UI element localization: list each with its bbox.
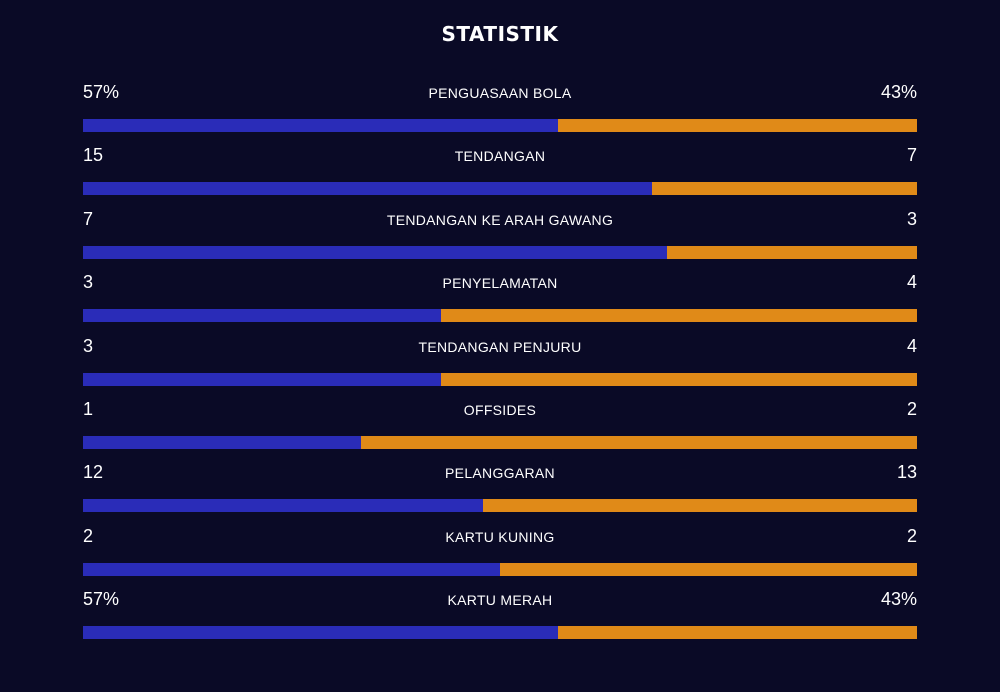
stat-label: TENDANGAN [454,148,546,165]
stat-row: PENYELAMATAN 3 4 [83,270,917,333]
stat-label: TENDANGAN PENJURU [418,338,582,355]
comparison-bar [83,435,917,449]
stat-row: OFFSIDES 1 2 [83,397,917,460]
away-bar-segment [440,372,917,386]
comparison-bar [83,309,917,323]
stat-header: OFFSIDES 1 2 [83,397,917,423]
stat-label: KARTU MERAH [447,592,553,609]
stat-header: PENYELAMATAN 3 4 [83,270,917,296]
comparison-bar [83,372,917,386]
home-value: 57% [83,82,120,102]
home-value: 2 [83,525,94,546]
stat-label: KARTU KUNING [445,528,555,545]
away-value: 2 [906,525,917,546]
away-value: 13 [896,462,917,483]
stat-row: KARTU MERAH 57% 43% [83,587,917,650]
away-bar-segment [500,562,917,576]
away-bar-segment [558,119,917,132]
away-value: 3 [906,208,917,229]
stat-row: PELANGGARAN 12 13 [83,460,917,523]
away-bar-segment [558,626,917,640]
home-bar-segment [83,626,559,640]
away-bar-segment [360,435,917,449]
comparison-bar [83,562,917,576]
stat-header: TENDANGAN 15 7 [83,143,917,169]
stat-row: TENDANGAN KE ARAH GAWANG 7 3 [83,207,917,270]
home-value: 57% [83,589,120,610]
home-bar-segment [83,309,441,323]
away-bar-segment [440,309,917,323]
comparison-bar [83,119,917,132]
away-bar-segment [666,245,917,259]
away-value: 4 [906,272,917,293]
home-value: 15 [83,145,104,166]
home-bar-segment [83,182,652,196]
home-bar-segment [83,435,361,449]
away-value: 4 [906,335,917,356]
home-bar-segment [83,245,667,259]
home-value: 3 [83,335,94,356]
comparison-bar [83,626,917,640]
comparison-bar [83,182,917,196]
away-bar-segment [651,182,917,196]
home-bar-segment [83,372,441,386]
stat-header: KARTU MERAH 57% 43% [83,587,917,613]
stat-label: PENGUASAAN BOLA [428,85,572,101]
away-value: 43% [880,82,917,102]
stat-row: TENDANGAN PENJURU 3 4 [83,334,917,397]
stat-label: TENDANGAN KE ARAH GAWANG [386,211,614,228]
home-bar-segment [83,499,484,513]
away-value: 43% [880,589,917,610]
comparison-bar [83,499,917,513]
stat-label: PELANGGARAN [445,465,555,482]
home-bar-segment [83,119,559,132]
stat-row: TENDANGAN 15 7 [83,143,917,206]
away-bar-segment [483,499,917,513]
home-value: 3 [83,272,94,293]
stat-header: TENDANGAN KE ARAH GAWANG 7 3 [83,207,917,233]
away-value: 7 [906,145,917,166]
stat-row: PENGUASAAN BOLA 57% 43% [83,80,917,143]
stat-header: PENGUASAAN BOLA 57% 43% [83,80,917,106]
stat-header: PELANGGARAN 12 13 [83,460,917,486]
stat-header: TENDANGAN PENJURU 3 4 [83,334,917,360]
home-value: 7 [83,208,94,229]
stat-label: PENYELAMATAN [442,275,558,292]
home-value: 1 [83,398,94,419]
stat-label: OFFSIDES [463,401,537,418]
stats-title: STATISTIK [441,22,559,46]
comparison-bar [83,245,917,259]
home-bar-segment [83,562,500,576]
stats-list: PENGUASAAN BOLA 57% 43% TENDANGAN 15 7 TENDANG… [83,80,917,651]
away-value: 2 [906,398,917,419]
home-value: 12 [83,462,104,483]
stat-header: KARTU KUNING 2 2 [83,524,917,550]
stat-row: KARTU KUNING 2 2 [83,524,917,587]
